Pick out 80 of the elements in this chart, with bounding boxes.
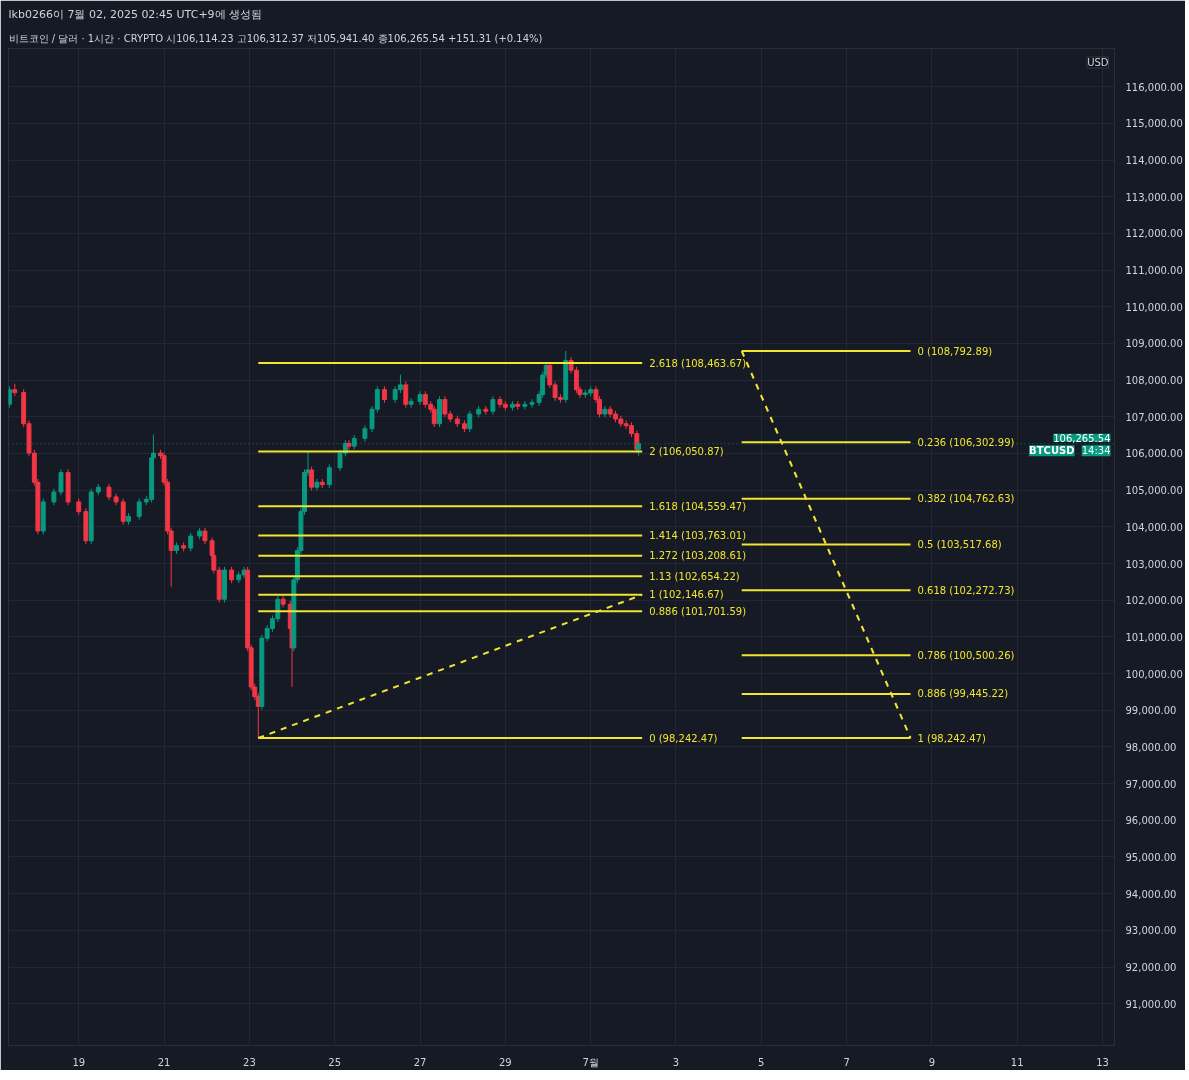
annotation: 0 (108,792.89) bbox=[917, 345, 993, 357]
y-tick-label: 114,000.00 bbox=[1125, 155, 1183, 167]
annotation: 0.382 (104,762.63) bbox=[917, 493, 1015, 505]
annotation: 2.618 (108,463.67) bbox=[649, 357, 747, 369]
x-tick-label: 7 bbox=[843, 1056, 850, 1068]
x-tick-label: 7월 bbox=[582, 1056, 599, 1068]
annotation: 0.886 (99,445.22) bbox=[917, 688, 1009, 700]
x-tick-label: 3 bbox=[672, 1056, 680, 1068]
candlestick bbox=[417, 390, 423, 406]
x-tick-label: 11 bbox=[1010, 1056, 1024, 1068]
y-tick-label: 94,000.00 bbox=[1125, 888, 1177, 900]
chart-subtitle: 비트코인 / 달러 · 1시간 · CRYPTO 시106,114.23 고106,312.37 저105,941.40 종106,265.54 +151.31 (+0.14%) bbox=[8, 32, 543, 44]
x-tick-label: 29 bbox=[498, 1056, 512, 1068]
y-tick-label: 116,000.00 bbox=[1125, 81, 1183, 93]
y-tick-label: 105,000.00 bbox=[1125, 485, 1183, 497]
y-tick-label: 102,000.00 bbox=[1125, 595, 1183, 607]
y-tick-label: 92,000.00 bbox=[1125, 962, 1177, 973]
candlestick bbox=[408, 397, 414, 409]
y-tick-label: 106,000.00 bbox=[1125, 448, 1183, 460]
y-tick-label: 115,000.00 bbox=[1125, 118, 1183, 130]
x-tick-label: 23 bbox=[243, 1056, 256, 1068]
x-tick-label: 21 bbox=[157, 1056, 171, 1068]
annotation: 2 (106,050.87) bbox=[649, 446, 724, 458]
annotation: 0 (98,242.47) bbox=[649, 732, 718, 744]
annotation: 0.786 (100,500.26) bbox=[917, 649, 1015, 661]
candlestick bbox=[467, 410, 473, 433]
annotation: 1.13 (102,654.22) bbox=[649, 570, 740, 582]
y-tick-label: 93,000.00 bbox=[1125, 925, 1177, 937]
y-tick-label: 95,000.00 bbox=[1125, 851, 1177, 863]
y-tick-label: 98,000.00 bbox=[1125, 741, 1177, 753]
y-tick-label: 110,000.00 bbox=[1125, 301, 1183, 313]
y-tick-label: 101,000.00 bbox=[1125, 631, 1183, 643]
annotation: 1 (102,146.67) bbox=[649, 589, 724, 601]
x-tick-label: 25 bbox=[328, 1056, 342, 1068]
x-tick-label: 19 bbox=[72, 1056, 86, 1068]
annotation: USD bbox=[1087, 57, 1109, 68]
candlestick bbox=[188, 532, 194, 552]
annotation: 1.414 (103,763.01) bbox=[649, 530, 747, 542]
x-tick-label: 9 bbox=[928, 1056, 936, 1068]
y-tick-label: 111,000.00 bbox=[1125, 265, 1183, 277]
y-tick-label: 91,000.00 bbox=[1125, 998, 1177, 1010]
annotation: 106,265.54 bbox=[1053, 432, 1111, 444]
annotation: 0.236 (106,302.99) bbox=[917, 436, 1015, 448]
annotation: 1.618 (104,559.47) bbox=[649, 500, 747, 512]
candlestick bbox=[309, 466, 315, 492]
y-tick-label: 109,000.00 bbox=[1125, 338, 1183, 350]
candlestick bbox=[136, 498, 142, 521]
annotation: 1.272 (103,208.61) bbox=[649, 550, 747, 562]
candlestick bbox=[522, 400, 528, 411]
x-tick-label: 27 bbox=[413, 1056, 427, 1068]
candlestick bbox=[602, 405, 608, 418]
annotation: 0.886 (101,701.59) bbox=[649, 605, 747, 617]
y-tick-label: 104,000.00 bbox=[1125, 521, 1183, 533]
annotation: 1 (98,242.47) bbox=[917, 732, 986, 744]
candlestick bbox=[346, 439, 352, 450]
chart-title: lkb0266이 7월 02, 2025 02:45 UTC+9에 생성됨 bbox=[8, 7, 263, 21]
y-tick-label: 97,000.00 bbox=[1125, 778, 1177, 790]
candlestick bbox=[8, 385, 12, 409]
candlestick bbox=[120, 498, 126, 526]
y-tick-label: 99,000.00 bbox=[1125, 705, 1177, 717]
y-tick-label: 100,000.00 bbox=[1125, 668, 1183, 680]
candlestick bbox=[58, 468, 64, 496]
x-tick-label: 13 bbox=[1096, 1056, 1109, 1068]
y-tick-label: 113,000.00 bbox=[1125, 191, 1183, 203]
y-tick-label: 112,000.00 bbox=[1125, 228, 1183, 240]
y-tick-label: 107,000.00 bbox=[1125, 411, 1183, 423]
candlestick bbox=[490, 395, 496, 416]
candlestick bbox=[431, 405, 437, 428]
y-tick-label: 103,000.00 bbox=[1125, 558, 1183, 570]
ref-line-label: BTCUSD bbox=[1029, 445, 1075, 457]
x-tick-label: 5 bbox=[758, 1056, 765, 1068]
candlestick bbox=[314, 478, 320, 492]
annotation: 0.618 (102,272.73) bbox=[917, 584, 1015, 596]
annotation: 14:34 bbox=[1081, 445, 1111, 457]
candlestick bbox=[529, 398, 535, 409]
candlestick bbox=[326, 463, 332, 489]
candlestick bbox=[403, 381, 409, 409]
y-tick-label: 108,000.00 bbox=[1125, 375, 1183, 387]
annotation: 0.5 (103,517.68) bbox=[917, 539, 1002, 551]
y-tick-label: 96,000.00 bbox=[1125, 815, 1177, 827]
